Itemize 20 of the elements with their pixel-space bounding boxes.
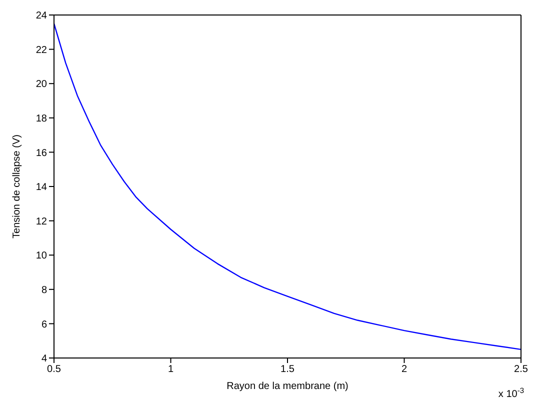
y-axis-title: Tension de collapse (V) <box>12 134 23 238</box>
y-tick-label: 18 <box>36 113 48 124</box>
y-tick-label: 14 <box>36 182 48 194</box>
y-tick-label: 10 <box>36 250 48 262</box>
text: x 10$^{-3}$ <box>498 386 524 400</box>
x-tick-label: 2 <box>401 364 408 376</box>
y-tick-label: 22 <box>36 44 48 56</box>
x-tick-label: 1.5 <box>280 364 295 376</box>
y-tick-label: 6 <box>41 319 48 330</box>
y-tick-label: 20 <box>36 79 48 90</box>
y-tick-label: 4 <box>41 354 48 365</box>
y-tick-label: 16 <box>36 148 48 159</box>
x-axis-title: Rayon de la membrane (m) <box>226 381 348 392</box>
line-series <box>54 22 521 350</box>
y-tick-label: 24 <box>36 10 48 22</box>
x-tick-label: 2.5 <box>514 364 528 376</box>
x-tick-label: 0.5 <box>47 364 62 376</box>
y-tick-label: 12 <box>36 216 48 228</box>
y-tick-label: 8 <box>41 284 48 296</box>
x-tick-label: 1 <box>168 364 174 376</box>
